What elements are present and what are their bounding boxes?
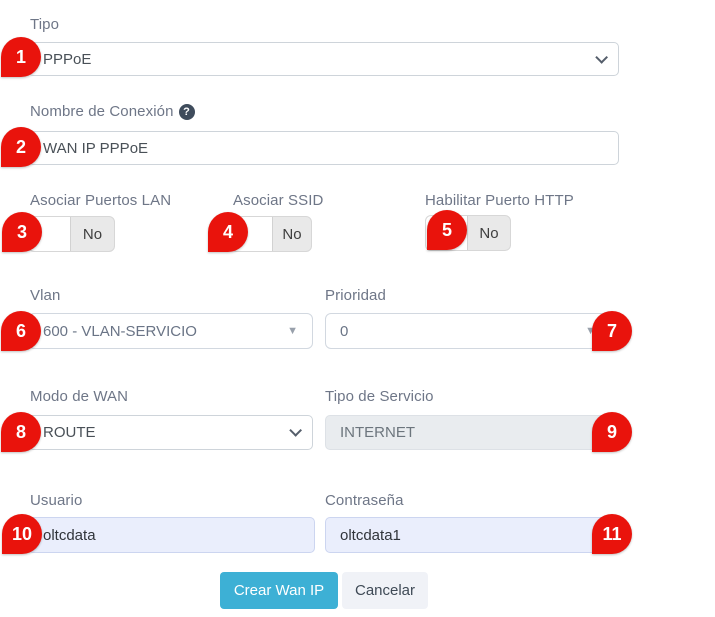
habilitar-puerto-http-label: Habilitar Puerto HTTP: [425, 192, 574, 209]
annotation-badge-6: 6: [1, 311, 41, 351]
tipo-select-value: PPPoE: [43, 50, 92, 68]
annotation-badge-4: 4: [208, 212, 248, 252]
annotation-badge-11: 11: [592, 514, 632, 554]
annotation-badge-10: 10: [2, 514, 42, 554]
prioridad-select-value: 0: [340, 322, 349, 340]
chevron-down-icon: [595, 50, 608, 64]
modo-wan-select[interactable]: ROUTE: [28, 415, 313, 450]
modo-wan-select-value: ROUTE: [43, 424, 96, 441]
annotation-badge-2: 2: [1, 127, 41, 167]
tipo-servicio-input: INTERNET: [325, 415, 615, 450]
vlan-label: Vlan: [30, 287, 61, 304]
caret-down-icon: ▼: [585, 324, 596, 337]
nombre-conexion-label: Nombre de Conexión ?: [30, 103, 195, 120]
cancelar-button[interactable]: Cancelar: [342, 572, 428, 609]
annotation-badge-5: 5: [427, 210, 467, 250]
question-circle-icon[interactable]: ?: [178, 103, 195, 120]
annotation-badge-1: 1: [1, 37, 41, 77]
contrasena-input[interactable]: [325, 517, 611, 553]
contrasena-label: Contraseña: [325, 492, 404, 509]
crear-wan-ip-button[interactable]: Crear Wan IP: [220, 572, 338, 609]
toggle-state: No: [479, 224, 499, 242]
prioridad-label: Prioridad: [325, 287, 386, 304]
annotation-badge-3: 3: [2, 212, 42, 252]
tipo-label: Tipo: [30, 16, 60, 33]
toggle-state: No: [82, 225, 103, 243]
asociar-ssid-label: Asociar SSID: [233, 192, 324, 209]
prioridad-select[interactable]: 0 ▼: [325, 313, 611, 349]
tipo-servicio-label: Tipo de Servicio: [325, 388, 434, 405]
usuario-input[interactable]: [28, 517, 315, 553]
usuario-label: Usuario: [30, 492, 83, 509]
chevron-down-icon: [289, 424, 302, 437]
asociar-puertos-lan-label: Asociar Puertos LAN: [30, 192, 172, 209]
annotation-badge-9: 9: [592, 412, 632, 452]
nombre-conexion-input[interactable]: [28, 131, 619, 165]
annotation-badge-7: 7: [592, 311, 632, 351]
annotation-badge-8: 8: [1, 412, 41, 452]
vlan-select[interactable]: 600 - VLAN-SERVICIO ▼: [28, 313, 313, 349]
tipo-select[interactable]: PPPoE: [28, 42, 619, 76]
tipo-servicio-value: INTERNET: [340, 424, 415, 441]
vlan-select-value: 600 - VLAN-SERVICIO: [43, 322, 197, 340]
caret-down-icon: ▼: [287, 324, 298, 337]
toggle-state: No: [282, 225, 302, 243]
modo-wan-label: Modo de WAN: [30, 388, 129, 405]
